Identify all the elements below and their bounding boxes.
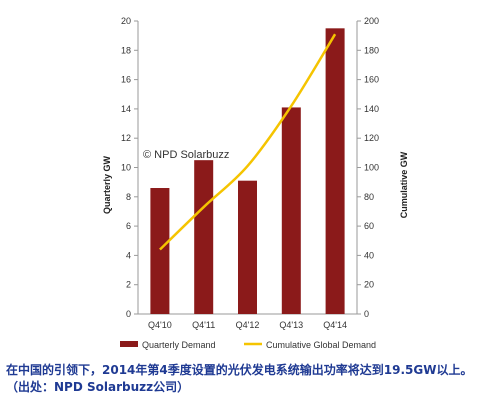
x-tick-label: Q4'13 [279,320,303,330]
right-tick-label: 0 [364,309,369,319]
legend: Quarterly Demand Cumulative Global Deman… [120,340,376,350]
x-tick-label: Q4'11 [192,320,215,330]
right-tick-label: 180 [364,45,379,55]
y2-axis-title: Cumulative GW [399,151,409,218]
left-tick-label: 8 [126,192,131,202]
bar [150,188,170,314]
right-tick-label: 120 [364,133,379,143]
left-tick-label: 10 [121,163,131,173]
caption: 在中国的引领下，2014年第4季度设置的光伏发电系统输出功率将达到19.5GW以… [6,363,473,394]
line-series [159,33,337,251]
watermark: © NPD Solarbuzz [143,149,229,161]
right-tick-label: 140 [364,104,379,114]
cumulative-demand-line [159,33,337,251]
bar [238,180,257,314]
left-tick-label: 16 [121,75,131,85]
left-tick-label: 18 [121,45,131,55]
right-tick-label: 60 [364,221,374,231]
right-tick-label: 20 [364,280,374,290]
y-axis-title: Quarterly GW [102,155,112,214]
x-tick-label: Q4'10 [148,320,172,330]
left-tick-label: 0 [126,309,131,319]
left-tick-label: 20 [121,16,131,26]
right-tick-label: 200 [364,16,379,26]
legend-line-label: Cumulative Global Demand [266,340,376,350]
left-tick-label: 6 [126,221,131,231]
x-axis-labels: Q4'10 Q4'11 Q4'12 Q4'13 Q4'14 [148,320,347,330]
left-tick-label: 14 [121,104,131,114]
bar [325,28,345,314]
right-tick-label: 100 [364,163,379,173]
right-tick-label: 80 [364,192,374,202]
left-tick-label: 12 [121,133,131,143]
right-axis-ticks: 0 20 40 60 80 100 120 140 160 180 200 [357,16,379,319]
x-tick-label: Q4'12 [236,320,260,330]
bar [194,160,214,314]
left-axis-ticks: 0 2 4 6 8 10 12 14 16 18 20 [121,16,138,319]
bar-series [150,28,345,314]
legend-bar-swatch [120,341,138,347]
left-tick-label: 4 [126,250,131,260]
bar [281,107,301,314]
legend-bar-label: Quarterly Demand [142,340,216,350]
right-tick-label: 160 [364,75,379,85]
right-tick-label: 40 [364,250,374,260]
left-tick-label: 2 [126,280,131,290]
chart: 0 2 4 6 8 10 12 14 16 18 20 0 20 40 60 80 100 120 140 160 1… [102,16,409,350]
x-tick-label: Q4'14 [323,320,347,330]
